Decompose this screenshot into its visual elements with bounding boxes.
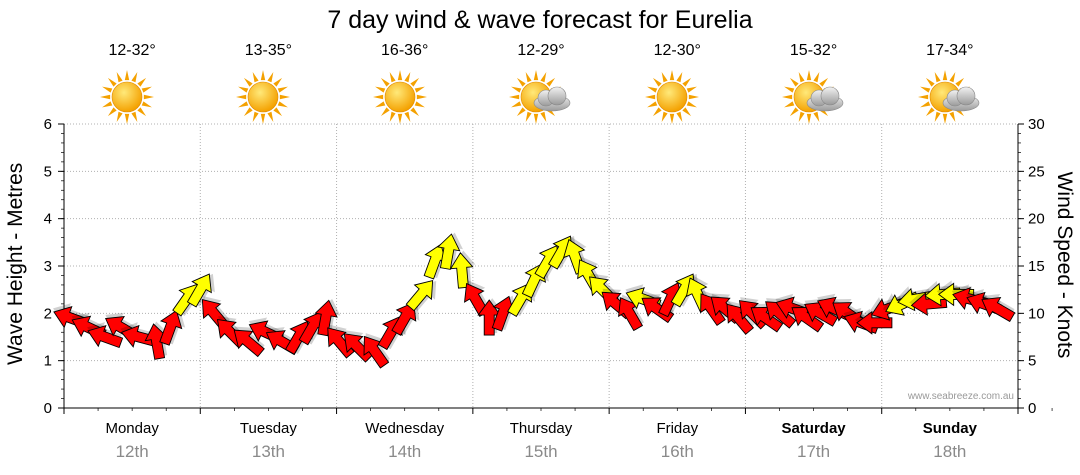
day-label-tuesday: Tuesday <box>239 420 297 437</box>
wind-arrow <box>618 294 645 332</box>
day-label-friday: Friday <box>656 420 699 437</box>
partly-cloudy-icon <box>779 68 849 126</box>
partly-cloudy-icon <box>915 68 985 126</box>
wind-arrow <box>791 303 825 333</box>
temp-range-monday: 12-32° <box>108 42 156 59</box>
wind-arrow <box>726 300 755 335</box>
wind-arrow <box>804 298 839 327</box>
wind-arrow <box>363 333 390 369</box>
date-label-saturday: 17th <box>797 442 831 461</box>
watermark: www.seabreeze.com.au <box>907 391 1014 402</box>
wind-arrow <box>159 309 186 346</box>
left-axis-label: Wave Height - Metres <box>4 162 27 365</box>
day-label-thursday: Thursday <box>509 420 573 437</box>
sunny-icon <box>642 68 712 126</box>
right-tick-label: 15 <box>1028 258 1045 275</box>
temp-range-wednesday: 16-36° <box>381 42 429 59</box>
day-label-monday: Monday <box>105 420 159 437</box>
temp-range-sunday: 17-34° <box>926 42 974 59</box>
date-label-tuesday: 13th <box>251 442 285 461</box>
date-label-monday: 12th <box>115 442 149 461</box>
temp-range-friday: 12-30° <box>653 42 701 59</box>
left-tick-label: 3 <box>44 258 52 275</box>
left-tick-label: 5 <box>44 163 52 180</box>
left-tick-label: 2 <box>44 305 52 322</box>
left-tick-label: 0 <box>44 400 52 417</box>
temp-range-thursday: 12-29° <box>517 42 565 59</box>
day-label-saturday: Saturday <box>781 420 846 437</box>
right-tick-label: 25 <box>1028 163 1045 180</box>
sunny-icon <box>370 68 440 126</box>
partly-cloudy-icon <box>506 68 576 126</box>
right-tick-label: 20 <box>1028 211 1045 228</box>
left-tick-label: 6 <box>44 116 52 133</box>
wind-arrow <box>437 232 463 270</box>
date-label-sunday: 18th <box>933 442 967 461</box>
right-tick-label: 10 <box>1028 305 1045 322</box>
sunny-icon <box>97 68 167 126</box>
right-axis-label: Wind Speed - Knots <box>1053 171 1076 359</box>
wind-arrow <box>233 326 265 358</box>
left-tick-label: 4 <box>44 211 52 228</box>
right-tick-label: 0 <box>1028 400 1036 417</box>
wind-arrow <box>405 280 437 312</box>
wind-arrow <box>186 273 215 308</box>
right-tick-label: 5 <box>1028 353 1036 370</box>
date-label-wednesday: 14th <box>388 442 422 461</box>
day-label-sunday: Sunday <box>922 420 977 437</box>
wind-arrow <box>765 298 797 329</box>
date-label-friday: 16th <box>660 442 694 461</box>
temp-range-tuesday: 13-35° <box>244 42 293 59</box>
wind-arrow <box>87 322 124 349</box>
right-tick-label: 30 <box>1028 116 1045 133</box>
temp-range-saturday: 15-32° <box>789 42 838 59</box>
sunny-icon <box>233 68 303 126</box>
day-label-wednesday: Wednesday <box>365 420 445 437</box>
chart-title: 7 day wind & wave forecast for Eurelia <box>327 6 753 34</box>
wind-arrow <box>981 293 1016 323</box>
wind-arrow <box>750 303 784 333</box>
left-tick-label: 1 <box>44 353 52 370</box>
date-label-thursday: 15th <box>524 442 558 461</box>
